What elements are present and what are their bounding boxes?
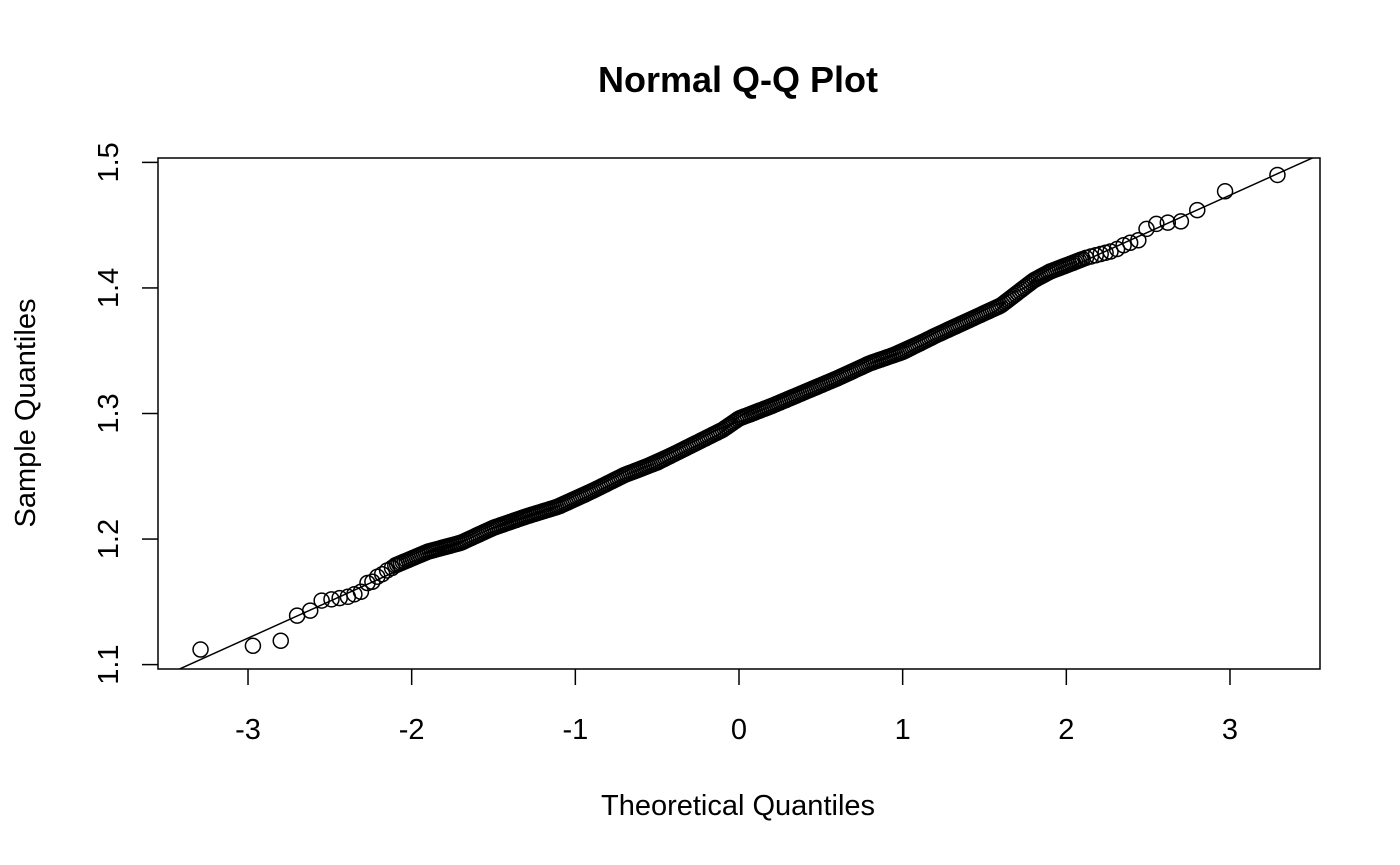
x-tick-label: 2: [1058, 714, 1074, 746]
x-axis: -3 -2 -1 0 1 2 3: [235, 669, 1238, 746]
data-point: [192, 641, 209, 658]
y-tick-label: 1.3: [93, 393, 125, 433]
data-point: [313, 592, 330, 609]
data-point: [373, 565, 391, 583]
plot-area: [177, 158, 1315, 669]
x-axis-label: Theoretical Quantiles: [601, 790, 875, 822]
data-point: [301, 602, 319, 619]
data-point: [1216, 183, 1234, 200]
data-point: [1189, 201, 1206, 219]
y-axis-label: Sample Quantiles: [10, 299, 42, 528]
x-tick-label: -1: [562, 714, 588, 746]
data-point: [352, 583, 370, 601]
x-tick-label: -3: [235, 714, 261, 746]
chart-title: Normal Q-Q Plot: [598, 59, 878, 100]
y-tick-label: 1.5: [93, 142, 125, 182]
y-tick-label: 1.4: [93, 268, 125, 308]
data-point: [1121, 234, 1139, 251]
data-point: [244, 637, 262, 655]
data-point: [1148, 215, 1165, 233]
data-point: [1269, 166, 1286, 184]
data-point: [383, 559, 401, 577]
y-tick-label: 1.2: [93, 519, 125, 559]
data-point: [1159, 214, 1177, 231]
data-point: [272, 632, 289, 650]
data-point: [1138, 220, 1155, 238]
y-axis: 1.1 1.2 1.3 1.4 1.5: [93, 142, 158, 685]
x-tick-label: -2: [399, 714, 425, 746]
y-tick-label: 1.1: [93, 644, 125, 684]
x-tick-label: 0: [731, 714, 747, 746]
data-point: [1172, 213, 1190, 230]
data-point: [1130, 231, 1147, 249]
x-tick-label: 1: [895, 714, 911, 746]
x-tick-label: 3: [1222, 714, 1238, 746]
data-point: [323, 591, 340, 608]
